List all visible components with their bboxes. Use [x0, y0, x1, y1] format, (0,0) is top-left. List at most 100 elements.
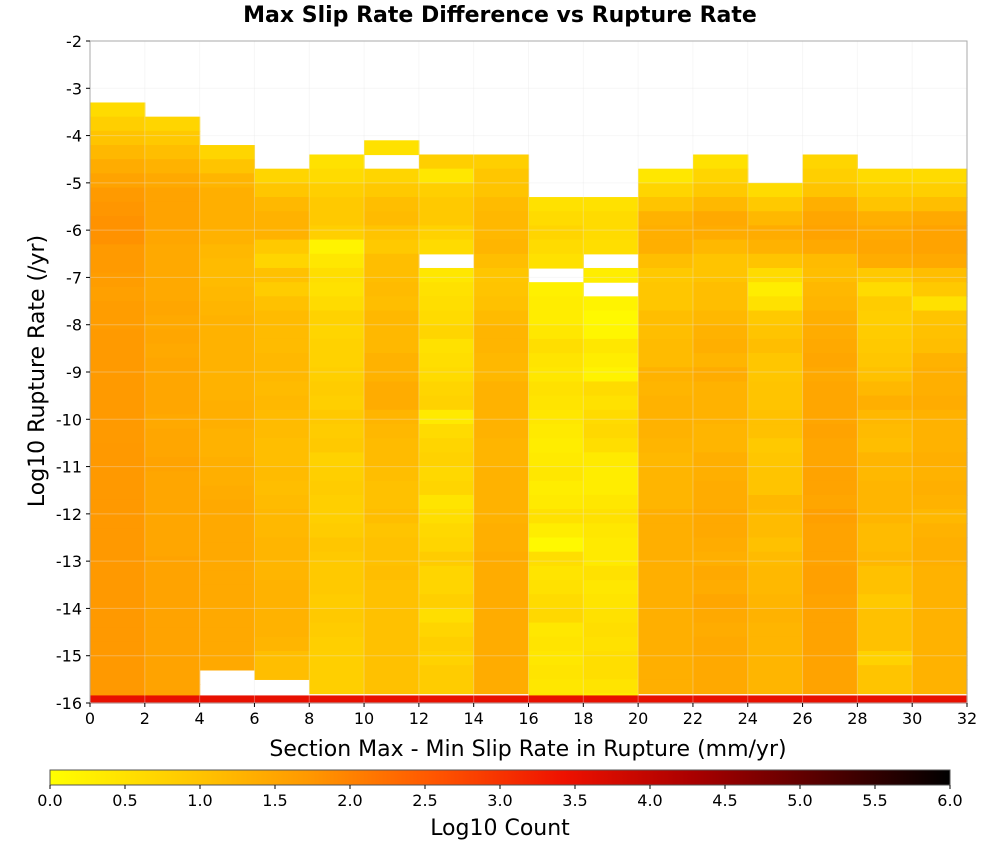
heatmap-cell	[473, 353, 530, 368]
heatmap-cell	[638, 324, 694, 340]
heatmap-cell	[418, 367, 475, 383]
heatmap-cell	[364, 168, 420, 184]
heatmap-cell	[747, 580, 804, 595]
heatmap-cell	[418, 282, 475, 297]
heatmap-cell	[309, 381, 365, 397]
heatmap-cell	[199, 329, 256, 345]
heatmap-cell	[309, 225, 365, 241]
heatmap-cell	[199, 215, 256, 231]
heatmap-cell	[90, 556, 146, 572]
heatmap-cell	[199, 187, 256, 203]
heatmap-cell	[638, 580, 694, 595]
heatmap-cell	[254, 537, 310, 553]
heatmap-cell	[692, 267, 749, 283]
heatmap-cell	[364, 395, 420, 411]
heatmap-cell	[747, 381, 804, 397]
heatmap-cell	[90, 215, 146, 231]
heatmap-cell	[528, 197, 584, 212]
heatmap-cell	[90, 655, 146, 671]
heatmap-cell	[309, 182, 365, 198]
heatmap-cell	[912, 225, 968, 241]
heatmap-cell	[802, 551, 858, 567]
heatmap-cell	[857, 695, 913, 704]
heatmap-cell	[199, 357, 256, 373]
heatmap-cell	[692, 665, 749, 680]
heatmap-cell	[309, 537, 365, 553]
heatmap-cell	[583, 452, 639, 468]
heatmap-cell	[473, 338, 530, 354]
heatmap-cell	[747, 197, 804, 212]
heatmap-cell	[90, 286, 146, 302]
heatmap-cell	[638, 608, 694, 624]
x-tick-label: 12	[409, 709, 429, 728]
heatmap-cell	[638, 395, 694, 411]
heatmap-cell	[309, 253, 365, 269]
heatmap-cell	[309, 211, 365, 227]
heatmap-cell	[418, 182, 475, 198]
chart-title: Max Slip Rate Difference vs Rupture Rate	[243, 3, 757, 28]
heatmap-cell	[309, 665, 365, 680]
heatmap-cell	[418, 679, 475, 695]
heatmap-cell	[473, 197, 530, 212]
heatmap-cell	[254, 452, 310, 468]
heatmap-cell	[364, 197, 420, 212]
heatmap-cell	[747, 424, 804, 439]
heatmap-cell	[90, 485, 146, 501]
heatmap-cell	[802, 239, 858, 255]
heatmap-cell	[638, 537, 694, 553]
heatmap-cell	[912, 367, 968, 383]
heatmap-cell	[90, 272, 146, 288]
heatmap-cell	[638, 282, 694, 297]
heatmap-cell	[692, 409, 749, 425]
heatmap-cell	[90, 400, 146, 416]
heatmap-cell	[90, 471, 146, 487]
heatmap-cell	[857, 239, 913, 255]
heatmap-cell	[144, 627, 201, 643]
heatmap-cell	[309, 452, 365, 468]
heatmap-cell	[309, 466, 365, 482]
heatmap-cell	[583, 296, 639, 312]
y-tick-label: -12	[56, 505, 82, 524]
heatmap-cell	[364, 211, 420, 227]
heatmap-cell	[199, 542, 256, 558]
heatmap-cell	[802, 466, 858, 482]
heatmap-cell	[254, 509, 310, 524]
heatmap-cell	[583, 622, 639, 638]
heatmap-cell	[802, 409, 858, 425]
heatmap-cell	[583, 424, 639, 439]
heatmap-cell	[364, 353, 420, 368]
heatmap-cell	[144, 499, 201, 515]
heatmap-cell	[364, 381, 420, 397]
heatmap-cell	[418, 168, 475, 184]
heatmap-cell	[364, 665, 420, 680]
heatmap-cell	[418, 267, 475, 283]
x-tick-label: 16	[518, 709, 538, 728]
y-tick-label: -15	[56, 647, 82, 666]
heatmap-cell	[638, 551, 694, 567]
heatmap-cell	[309, 509, 365, 524]
heatmap-cell	[912, 211, 968, 227]
heatmap-cell	[638, 338, 694, 354]
heatmap-cell	[199, 230, 256, 245]
heatmap-cell	[747, 267, 804, 283]
heatmap-cell	[638, 267, 694, 283]
heatmap-cell	[528, 679, 584, 695]
heatmap-cell	[254, 324, 310, 340]
heatmap-cell	[144, 428, 201, 444]
heatmap-cell	[309, 650, 365, 666]
x-tick-label: 2	[140, 709, 150, 728]
heatmap-cell	[692, 565, 749, 581]
heatmap-cell	[857, 480, 913, 496]
heatmap-cell	[364, 551, 420, 567]
heatmap-cell	[583, 211, 639, 227]
heatmap-cell	[418, 452, 475, 468]
heatmap-cell	[254, 551, 310, 567]
heatmap-cell	[528, 253, 584, 269]
heatmap-cell	[528, 650, 584, 666]
heatmap-cell	[857, 225, 913, 241]
heatmap-cell	[802, 650, 858, 666]
heatmap-cell	[857, 537, 913, 553]
heatmap-cell	[473, 695, 530, 704]
heatmap-cell	[528, 395, 584, 411]
